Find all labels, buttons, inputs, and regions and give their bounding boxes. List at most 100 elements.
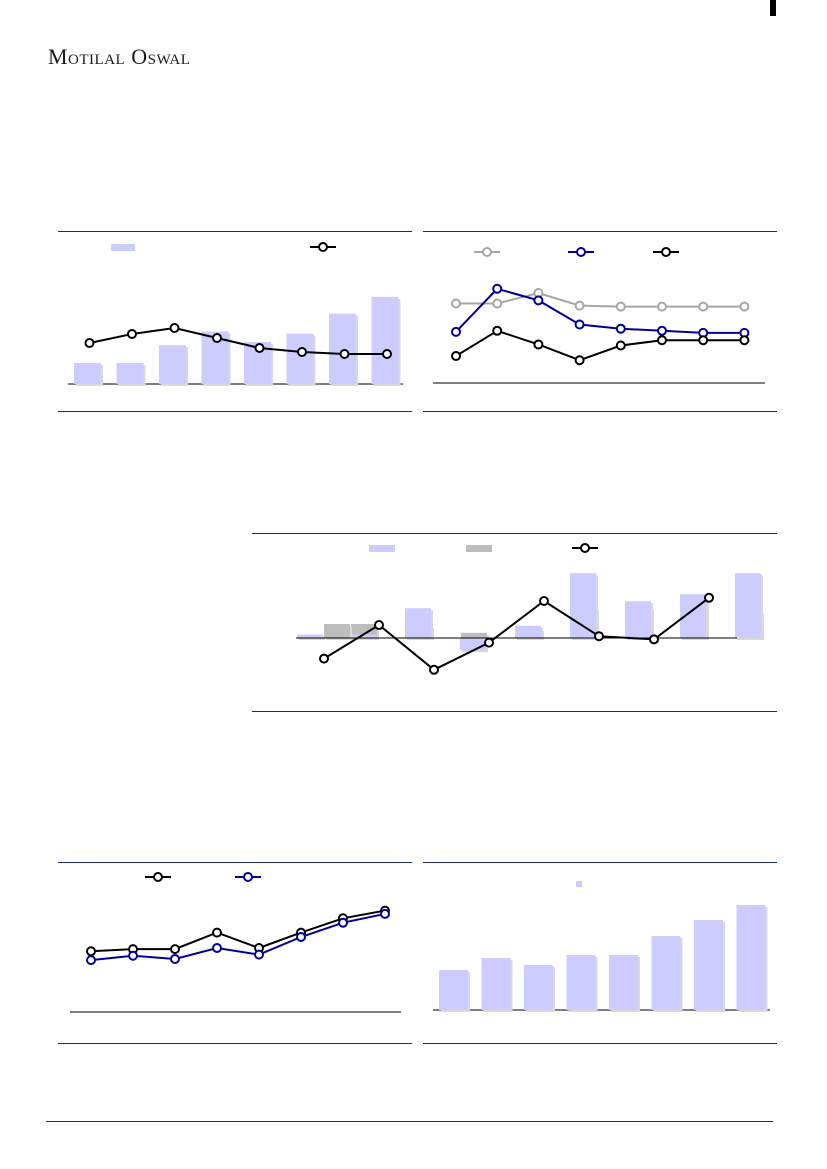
chart-3-bottom-rule [252,711,777,712]
chart-2 [423,231,777,413]
chart-2-plot [433,247,765,384]
chart-4-series-2-line [90,912,386,962]
chart-4-series-1-line [90,909,386,953]
chart-3-legend-bar-b [466,545,492,552]
chart-3-series-3-point-3 [429,664,439,675]
chart-2-series-3-point-5 [615,340,626,351]
chart-4-series-1-point-1 [86,946,96,957]
chart-2-series-2-point-2 [492,283,503,294]
chart-3-top-rule [252,533,777,534]
chart-4-series-2-point-5 [254,949,264,960]
chart-3-bar-a-3 [460,638,486,651]
chart-2-series-1-point-4 [574,300,585,311]
chart-5-bar-4 [566,955,596,1010]
chart-2-series-3-point-7 [698,335,709,346]
chart-1-legend-line-swatch-marker [318,242,328,252]
brand-logo: Motilal Oswal [48,44,191,69]
chart-3-bar-a-1 [350,634,376,638]
chart-2-series-2-point-5 [615,323,626,334]
chart-1-series-2-line [89,326,387,355]
page-marker [770,0,776,16]
chart-2-series-1-point-1 [451,298,461,309]
chart-1 [58,231,412,413]
chart-1-bar-8 [371,296,399,384]
chart-4-top-rule [58,862,412,863]
chart-5-bar-7 [694,920,723,1010]
chart-1-bar-6 [286,333,314,384]
chart-2-series-3-point-8 [739,335,750,346]
footer-rule [46,1121,773,1122]
chart-2-series-3-point-1 [451,351,461,361]
chart-1-bottom-rule [58,411,412,412]
chart-2-series-1-point-8 [739,301,750,312]
chart-3-series-3-point-2 [374,620,384,630]
chart-1-series-2-point-1 [84,338,95,348]
chart-1-series-2-point-6 [297,347,307,357]
chart-5-bar-8 [736,905,766,1010]
chart-5-bar-2 [481,958,511,1010]
chart-1-series-2-point-4 [212,333,222,343]
chart-3-plot [296,543,764,675]
chart-2-series-2-point-3 [533,295,544,306]
chart-2-series-1-point-2 [492,298,503,309]
chart-2-bottom-rule [423,411,777,412]
chart-2-series-2-point-4 [574,319,585,330]
chart-3-series-3-line [323,597,710,671]
chart-5-plot [433,881,770,1012]
chart-3-series-3-point-4 [484,637,494,648]
chart-5-bar-6 [651,936,681,1010]
chart-2-legend-2-swatch-marker [576,247,586,257]
chart-1-top-rule [58,231,412,232]
chart-3-bar-b-0 [324,624,350,638]
chart-2-series-2-point-6 [657,325,667,336]
chart-4-series-2-point-7 [338,917,348,928]
chart-3-legend-line-swatch-marker [580,543,590,553]
chart-5-bar-1 [439,970,468,1010]
chart-5-legend-swatch [576,881,582,887]
chart-4-series-2-point-6 [296,932,306,942]
chart-2-series-2-line [455,287,745,334]
chart-3-series-3-point-7 [649,634,659,645]
chart-1-series-2-point-5 [254,343,265,353]
chart-1-bar-7 [329,313,356,384]
chart-2-series-3-point-4 [574,355,585,366]
chart-4 [58,862,412,1045]
chart-4-bottom-rule [58,1043,412,1044]
chart-2-series-1-point-5 [615,301,626,312]
chart-5-bar-5 [609,955,638,1010]
chart-1-legend-bar-swatch [111,244,135,251]
chart-3-series-3-point-6 [594,631,604,642]
chart-2-legend-1-swatch-marker [482,247,492,257]
chart-3-bar-a-2 [405,608,431,638]
chart-2-legend-3-swatch-marker [661,247,671,257]
chart-2-series-2-point-1 [451,326,461,337]
chart-3-bar-a-0 [297,634,323,638]
chart-3-bar-b-3 [461,632,487,638]
chart-2-series-1-line [456,291,745,308]
chart-3-series-3-point-5 [539,596,549,606]
chart-2-series-1-point-7 [698,301,709,312]
chart-5-bar-3 [524,965,553,1010]
chart-1-series-2-point-7 [339,349,350,359]
chart-4-legend-2-swatch-marker [243,872,253,882]
chart-1-series-2-point-3 [169,323,180,333]
chart-2-series-3-point-3 [533,339,544,350]
chart-3-bar-a-5 [570,573,596,638]
chart-3-bar-a-4 [515,625,541,638]
chart-4-series-2-point-2 [128,950,138,961]
chart-1-series-2-point-2 [127,329,137,339]
chart-1-series-2-point-8 [382,349,392,359]
chart-2-series-1-point-6 [657,301,667,312]
chart-4-legend-1-swatch-marker [153,872,163,882]
chart-3-bar-a-8 [735,573,761,638]
chart-4-plot [70,872,401,1013]
chart-5 [423,862,777,1045]
chart-4-series-1-point-4 [212,927,222,938]
chart-3-bar-a-6 [625,601,651,638]
chart-2-series-3-point-6 [657,335,667,346]
chart-3-legend-bar-a [369,545,395,552]
chart-4-series-2-point-3 [170,954,180,964]
chart-1-bar-3 [159,345,186,384]
chart-2-series-3-point-2 [492,325,503,336]
chart-3-series-3-point-8 [704,592,714,603]
